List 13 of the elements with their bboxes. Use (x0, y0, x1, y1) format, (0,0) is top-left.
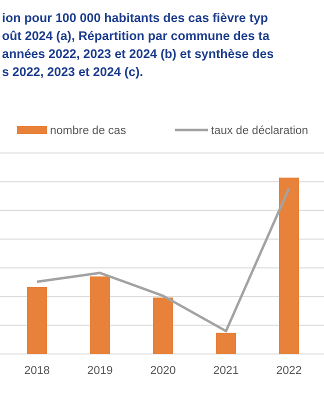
bar (216, 332, 236, 354)
x-tick-label: 2021 (213, 365, 239, 377)
bar (279, 178, 299, 354)
legend-label: nombre de cas (50, 125, 126, 137)
x-tick-label: 2022 (276, 365, 302, 377)
bar (153, 298, 173, 354)
x-tick-label: 2019 (87, 365, 113, 377)
bar (27, 287, 47, 354)
x-tick-label: 2020 (150, 365, 176, 377)
x-tick-label: 2018 (24, 365, 50, 377)
bar (90, 276, 110, 354)
legend-label: taux de déclaration (211, 125, 308, 137)
chart-title: ion pour 100 000 habitants des cas fièvre typ oût 2024 (a), Répartition par commune des ta années 2022, 2023 et 2024 (b) et synthèse des s 2022, 2023 et 2024 (c). (2, 11, 274, 79)
